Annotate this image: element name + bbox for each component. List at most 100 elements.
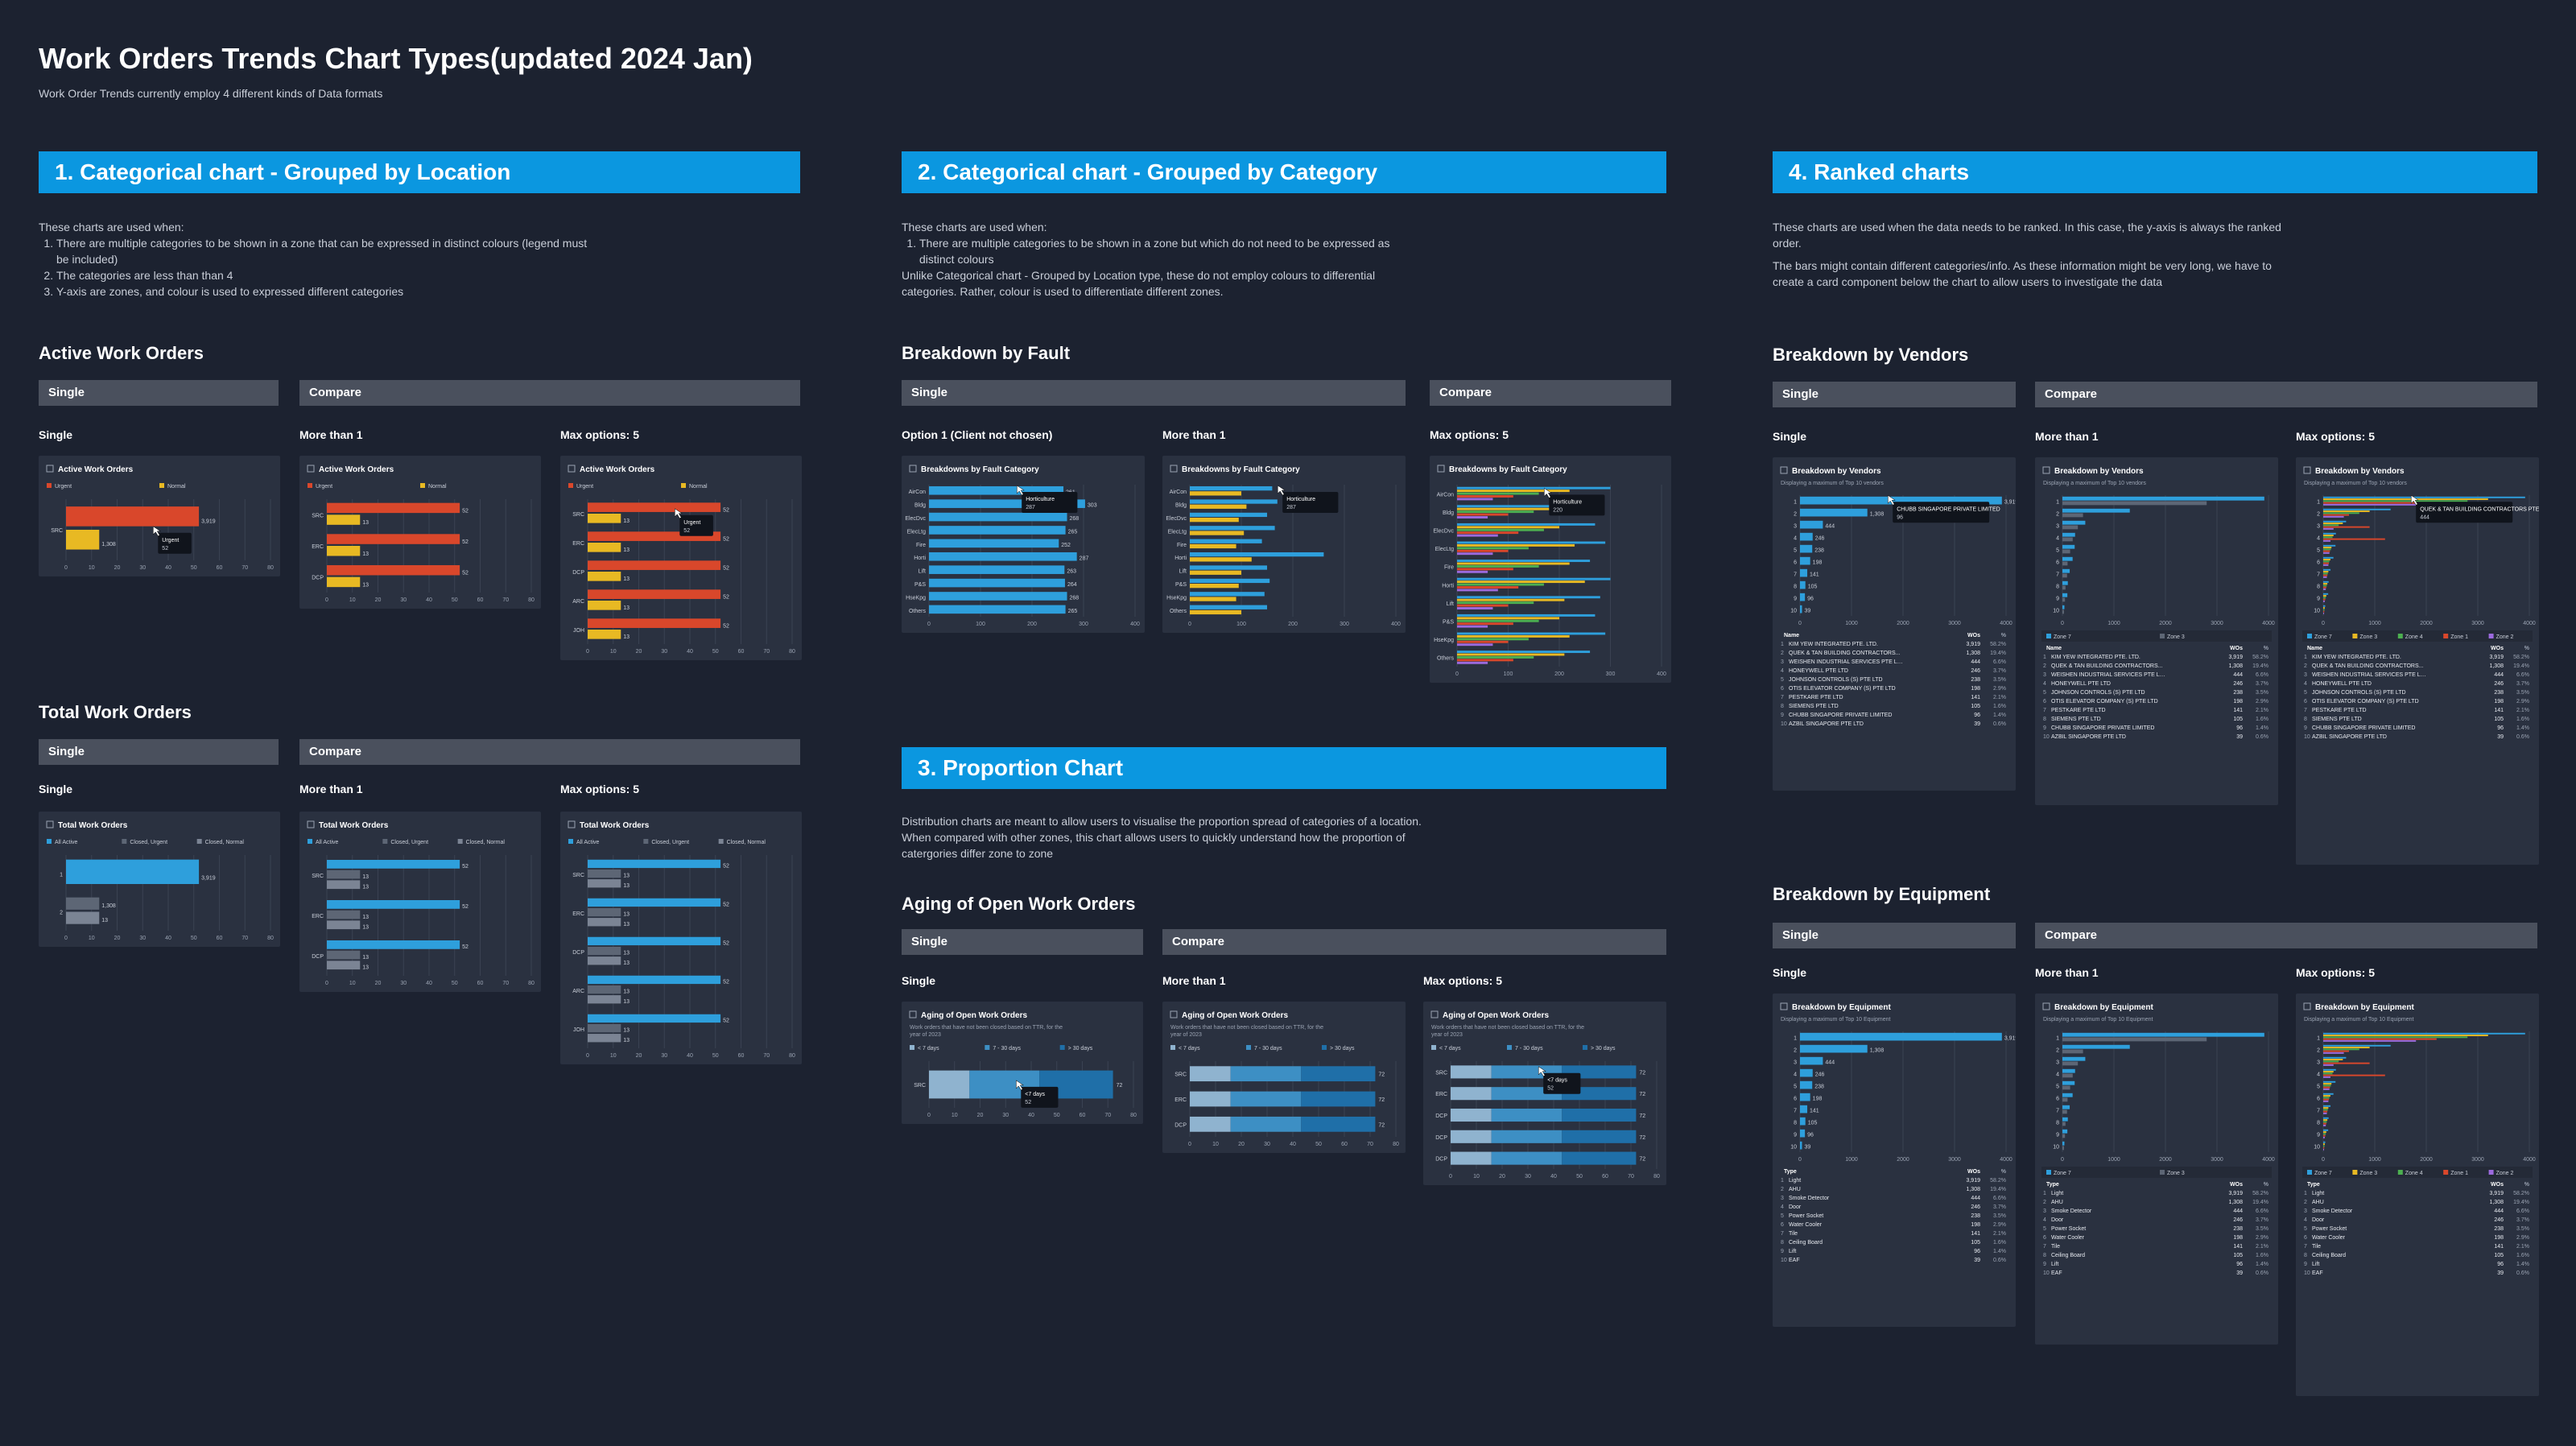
x-tick-label: 30 xyxy=(400,981,407,986)
data-label: 252 xyxy=(1061,543,1071,548)
bar xyxy=(929,605,1066,614)
tab-compare[interactable]: Compare xyxy=(1162,929,1666,955)
tooltip-label: QUEK & TAN BUILDING CONTRACTORS PTE LTD xyxy=(2420,506,2539,512)
tab-compare[interactable]: Compare xyxy=(2035,382,2537,407)
bar xyxy=(2323,612,2324,614)
bar xyxy=(1800,496,2002,505)
bar xyxy=(2323,600,2325,602)
y-tick-label: SRC xyxy=(312,874,324,879)
bar xyxy=(2323,1048,2359,1051)
x-tick-label: 1000 xyxy=(2107,621,2120,626)
y-tick-label: Bldg xyxy=(1175,503,1187,509)
tab-compare[interactable]: Compare xyxy=(1430,380,1671,406)
y-tick-label: 4 xyxy=(2317,1072,2320,1078)
y-tick-label: 1 xyxy=(2317,500,2320,506)
tab-single[interactable]: Single xyxy=(1773,923,2016,948)
table-cell-name: HONEYWELL PTE LTD xyxy=(1789,668,1848,674)
legend-swatch xyxy=(568,839,573,844)
legend-swatch xyxy=(2160,1170,2165,1175)
table-cell-wos: 444 xyxy=(1971,659,1980,665)
x-tick-label: 3000 xyxy=(1948,1157,1961,1163)
tab-single[interactable]: Single xyxy=(39,380,279,406)
x-tick-label: 4000 xyxy=(2262,1157,2275,1163)
table-cell-name: PESTKARE PTE LTD xyxy=(1789,695,1843,700)
table-cell-name: EAF xyxy=(2051,1270,2062,1276)
bar xyxy=(2323,1100,2329,1102)
chart-svg: Breakdown by Equipment Displaying a maxim… xyxy=(1780,1002,2016,1263)
table-cell-name: SIEMENS PTE LTD xyxy=(1789,704,1839,709)
bar xyxy=(2062,597,2066,602)
bar xyxy=(2323,1131,2326,1134)
chart-icon xyxy=(2042,1002,2050,1010)
chart-card: Total Work Orders All Active Closed, Urgen… xyxy=(299,812,541,992)
x-tick-label: 70 xyxy=(763,649,770,655)
y-tick-label: 5 xyxy=(1794,1084,1797,1090)
table-rank: 2 xyxy=(1781,1187,1784,1192)
tab-single[interactable]: Single xyxy=(902,929,1143,955)
legend-label: < 7 days xyxy=(1439,1046,1461,1051)
bar xyxy=(2062,605,2065,609)
tab-compare[interactable]: Compare xyxy=(2035,923,2537,948)
bar xyxy=(2323,576,2327,578)
table-rank: 3 xyxy=(2304,672,2307,678)
bar xyxy=(2323,547,2332,549)
bar xyxy=(2062,537,2073,542)
section-4-paragraph: The bars might contain different categor… xyxy=(1773,259,2272,288)
x-tick-label: 50 xyxy=(712,649,719,655)
cursor-icon xyxy=(1016,1080,1025,1091)
table-cell-pct: 3.5% xyxy=(2516,1226,2529,1232)
bar xyxy=(327,940,460,949)
tooltip-value: 287 xyxy=(1286,505,1296,510)
section-1-intro: These charts are used when: xyxy=(39,221,184,233)
section-1-description: These charts are used when: There are mu… xyxy=(39,219,602,300)
bar xyxy=(1457,640,1509,643)
tooltip-label: Horticulture xyxy=(1026,497,1055,502)
section-1-item: Y-axis are zones, and colour is used to … xyxy=(56,283,602,300)
y-tick-label: 7 xyxy=(2317,1109,2320,1114)
bar xyxy=(2323,502,2437,504)
legend-swatch xyxy=(643,839,649,844)
x-tick-label: 1000 xyxy=(1845,621,1858,626)
table-cell-name: CHUBB SINGAPORE PRIVATE LIMITED xyxy=(1789,713,1893,718)
bar xyxy=(588,560,721,570)
bar xyxy=(929,539,1059,548)
chart-icon xyxy=(1780,1002,1788,1010)
tab-single[interactable]: Single xyxy=(902,380,1406,406)
data-label: 246 xyxy=(1815,1072,1825,1077)
bar xyxy=(1457,614,1596,617)
tab-single[interactable]: Single xyxy=(1773,382,2016,407)
y-tick-label: 9 xyxy=(1794,597,1797,602)
y-tick-label: 6 xyxy=(2056,560,2059,566)
table-cell-name: HONEYWELL PTE LTD xyxy=(2312,681,2372,687)
table-cell-pct: 58.2% xyxy=(1990,1178,2006,1184)
tab-compare[interactable]: Compare xyxy=(299,739,800,765)
bar xyxy=(2323,1122,2326,1125)
bar xyxy=(1190,1091,1231,1107)
chart-card: Breakdown by Vendors Displaying a maximum… xyxy=(2035,457,2278,805)
chart-title: Active Work Orders xyxy=(58,465,134,474)
x-tick-label: 0 xyxy=(927,1113,931,1118)
tooltip-value: 444 xyxy=(2420,514,2429,520)
table-cell-name: Tile xyxy=(2051,1244,2060,1250)
tab-single[interactable]: Single xyxy=(39,739,279,765)
tooltip-value: 52 xyxy=(1547,1086,1554,1092)
tab-compare[interactable]: Compare xyxy=(299,380,800,406)
bar xyxy=(1451,1087,1492,1101)
page-title: Work Orders Trends Chart Types(updated 2… xyxy=(39,42,753,75)
chart-svg: Breakdown by Equipment Displaying a maxim… xyxy=(2041,1002,2275,1276)
table-cell-wos: 238 xyxy=(2494,690,2504,696)
table-cell-wos: 141 xyxy=(2233,1244,2243,1250)
y-tick-label: Bldg xyxy=(1443,510,1454,516)
bar xyxy=(327,546,361,556)
bar xyxy=(2323,560,2330,563)
bar xyxy=(2323,1084,2331,1087)
chart-title: Breakdown by Vendors xyxy=(2315,467,2405,476)
bar xyxy=(1491,1108,1563,1122)
bar xyxy=(2062,1061,2079,1066)
bar xyxy=(2323,1124,2326,1126)
bar xyxy=(1457,632,1606,635)
table-cell-pct: 19.4% xyxy=(2252,663,2268,669)
y-tick-label: 1 xyxy=(1794,1036,1797,1042)
bar xyxy=(1800,1032,2002,1041)
x-tick-label: 50 xyxy=(1054,1113,1060,1118)
